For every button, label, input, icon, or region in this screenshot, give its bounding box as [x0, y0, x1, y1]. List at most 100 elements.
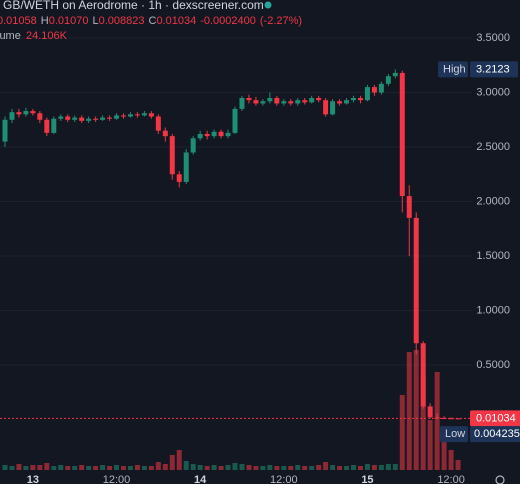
candle-body	[141, 113, 147, 116]
legend-value: -0.0002400	[200, 15, 256, 27]
candle-body	[427, 406, 433, 418]
candle-body	[120, 115, 126, 117]
candle-body	[316, 97, 322, 101]
volume-bar	[120, 466, 126, 470]
legend-value: 0.01070	[49, 15, 89, 27]
high-tag	[438, 61, 468, 78]
legend-value: (-2.27%)	[260, 15, 302, 27]
candle-body	[420, 343, 426, 407]
volume-bar	[288, 466, 294, 470]
high-label: High	[443, 63, 466, 75]
volume-bar	[274, 466, 280, 470]
volume-bar	[86, 466, 92, 470]
candle-body	[204, 133, 210, 137]
volume-bar	[93, 466, 99, 470]
volume-bar	[51, 466, 57, 470]
volume-bar	[267, 465, 273, 470]
x-tick-label: 12:00	[270, 474, 298, 484]
candle-body	[30, 111, 36, 114]
candle-body	[413, 217, 419, 344]
last-price-box	[470, 410, 520, 427]
candle-body	[114, 115, 120, 119]
volume-bar	[385, 464, 391, 470]
candle-body	[344, 100, 350, 104]
candle-body	[134, 114, 140, 116]
volume-bar	[107, 466, 113, 470]
y-tick-label: 0.5000	[476, 359, 510, 371]
volume-bar	[148, 466, 154, 470]
volume-bar	[344, 466, 350, 470]
candle-body	[267, 97, 273, 102]
y-tick-label: 2.5000	[476, 141, 510, 153]
volume-bar	[364, 464, 370, 470]
volume-bar	[295, 465, 301, 470]
legend-key: L	[92, 15, 98, 27]
candle-body	[79, 117, 85, 121]
ohlc-legend: 0.01058 H 0.01070 L 0.008823 C 0.01034 -0.00024…	[0, 15, 302, 27]
volume-bar	[155, 462, 161, 470]
price-axis: 0.5000 1.0000 1.5000 2.0000 2.5000 3.0000 3.50…	[476, 32, 510, 371]
volume-bar	[337, 466, 343, 470]
candle-body	[86, 118, 92, 121]
candle-body	[364, 87, 370, 101]
x-tick-label: 15	[361, 474, 373, 484]
volume-bar	[413, 350, 419, 470]
volume-bar	[169, 455, 175, 470]
live-dot	[264, 1, 272, 9]
candle-body	[406, 196, 412, 218]
volume-bar	[309, 466, 315, 470]
volume-bar	[406, 352, 412, 470]
volume-bar	[37, 465, 43, 470]
volume-bar	[218, 466, 224, 470]
candle-body	[148, 113, 154, 117]
candle-body	[58, 116, 64, 119]
volume-bar	[378, 465, 384, 470]
candle-body	[295, 100, 301, 104]
candle-body	[162, 130, 168, 137]
legend-key: H	[41, 15, 49, 27]
volume-bar	[16, 464, 22, 470]
volume-bar	[30, 465, 36, 470]
volume-bar	[127, 466, 133, 470]
legend-key: C	[149, 15, 157, 27]
candle-body	[246, 97, 252, 101]
grid	[0, 37, 472, 366]
volume-bar	[441, 430, 447, 470]
high-box	[470, 61, 518, 78]
volume-bar	[2, 465, 8, 470]
volume-bar	[351, 465, 356, 470]
candle-body	[65, 116, 71, 120]
candle-body	[260, 101, 266, 104]
volume-bar	[232, 463, 238, 470]
volume-bar	[246, 465, 252, 470]
candle-body	[302, 100, 308, 103]
last-price-label: 0.01034	[476, 412, 516, 424]
volume-legend-label: lume	[0, 30, 21, 42]
volume-bar	[323, 462, 329, 470]
candle-body	[455, 418, 461, 420]
volume-bar	[399, 395, 405, 470]
volume-bar	[197, 465, 203, 470]
candle-body	[37, 113, 43, 120]
low-box	[470, 426, 520, 443]
volume-bar	[176, 450, 182, 470]
candle-body	[378, 83, 384, 93]
candle-body	[281, 101, 287, 104]
candle-body	[253, 100, 259, 104]
x-tick-label: 14	[194, 474, 207, 484]
candle-body	[351, 97, 356, 101]
volume-bar	[281, 466, 287, 470]
low-value: 0.004235	[474, 428, 520, 440]
volume-bar	[141, 466, 147, 470]
candle-body	[51, 118, 57, 133]
settings-icon[interactable]	[495, 475, 505, 484]
x-tick-label: 13	[27, 474, 39, 484]
volume-bar	[65, 466, 71, 470]
candle-body	[385, 76, 391, 84]
candle-body	[337, 101, 343, 104]
volume-bar	[204, 466, 210, 470]
y-tick-label: 2.0000	[476, 195, 510, 207]
volume-bar	[357, 466, 363, 470]
volume-bar	[427, 420, 433, 470]
volume-bar	[79, 465, 85, 470]
